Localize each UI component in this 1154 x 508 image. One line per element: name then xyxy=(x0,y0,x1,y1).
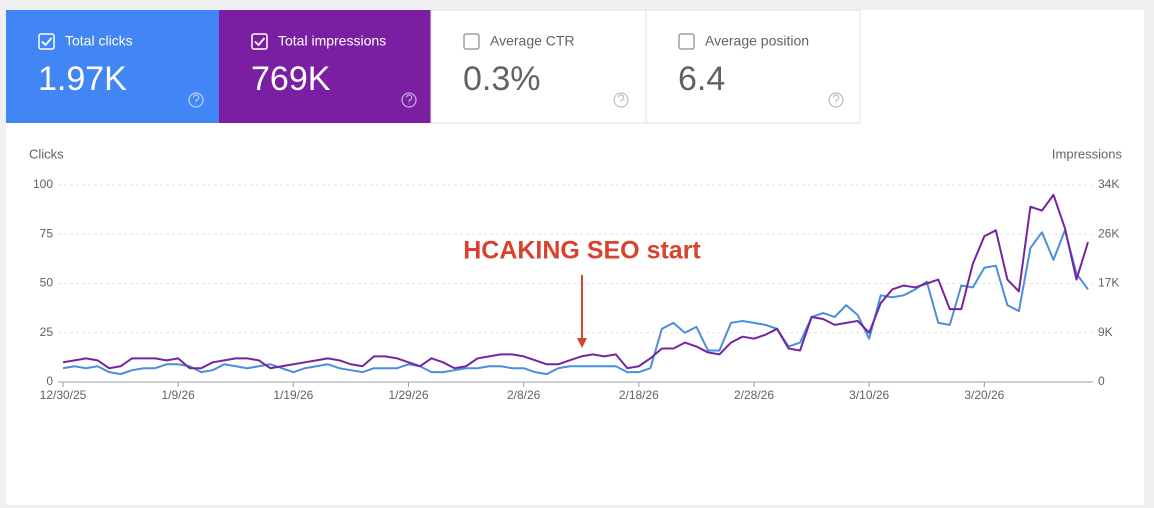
help-icon-mark xyxy=(832,94,840,105)
card-label: Total clicks xyxy=(65,33,133,49)
x-tick-label: 2/8/26 xyxy=(507,388,541,402)
card-background xyxy=(6,10,219,123)
metric-card[interactable]: Total impressions 769K xyxy=(219,10,431,123)
x-tick-label: 2/18/26 xyxy=(619,388,659,402)
metric-card[interactable]: Total clicks 1.97K xyxy=(6,10,219,123)
help-icon-mark xyxy=(617,94,625,105)
card-label: Total impressions xyxy=(278,33,386,49)
x-tick-label: 1/19/26 xyxy=(273,388,313,402)
y2-tick-label: 17K xyxy=(1098,276,1119,290)
y2-tick-label: 34K xyxy=(1098,177,1119,191)
help-icon xyxy=(828,92,844,108)
y2-tick-label: 0 xyxy=(1098,374,1105,388)
x-tick-label: 12/30/25 xyxy=(40,388,87,402)
x-tick-label: 3/20/26 xyxy=(964,388,1004,402)
checkbox xyxy=(678,33,695,50)
card-background xyxy=(645,9,861,124)
x-tick-label: 2/28/26 xyxy=(734,388,774,402)
help-icon-mark xyxy=(192,94,200,105)
metric-card[interactable]: Average CTR 0.3% xyxy=(430,9,647,124)
help-icon-mark xyxy=(405,94,413,105)
card-label: Average CTR xyxy=(490,33,575,49)
y2-axis-title: Impressions xyxy=(1052,146,1123,161)
checkbox xyxy=(251,33,268,50)
y-tick-label: 0 xyxy=(46,374,53,388)
annotation-arrow-head xyxy=(577,338,587,348)
card-label: Average position xyxy=(705,33,809,49)
card-value: 0.3% xyxy=(463,60,541,98)
annotation: HCAKING SEO start xyxy=(463,237,701,265)
series-line xyxy=(62,229,1089,376)
y2-tick-label: 9K xyxy=(1098,325,1113,339)
card-value: 769K xyxy=(251,60,331,98)
help-icon xyxy=(613,92,629,108)
x-tick-label: 1/29/26 xyxy=(388,388,428,402)
card-value: 1.97K xyxy=(38,60,127,98)
y-tick-label: 50 xyxy=(40,276,54,290)
checkbox xyxy=(38,33,55,50)
x-tick-label: 1/9/26 xyxy=(161,388,195,402)
help-icon xyxy=(188,92,204,108)
card-value: 6.4 xyxy=(678,60,725,98)
checkmark xyxy=(41,37,53,47)
series-line xyxy=(62,193,1089,370)
checkmark xyxy=(254,37,266,47)
card-background xyxy=(430,9,647,124)
card-background xyxy=(219,10,431,123)
y-tick-label: 25 xyxy=(40,325,54,339)
checkbox xyxy=(463,33,480,50)
y-tick-label: 100 xyxy=(33,177,53,191)
help-icon xyxy=(401,92,417,108)
x-tick-label: 3/10/26 xyxy=(849,388,889,402)
metric-card[interactable]: Average position 6.4 xyxy=(645,9,861,124)
y2-tick-label: 26K xyxy=(1098,226,1119,240)
y-axis-title: Clicks xyxy=(29,146,64,161)
y-tick-label: 75 xyxy=(40,226,54,240)
